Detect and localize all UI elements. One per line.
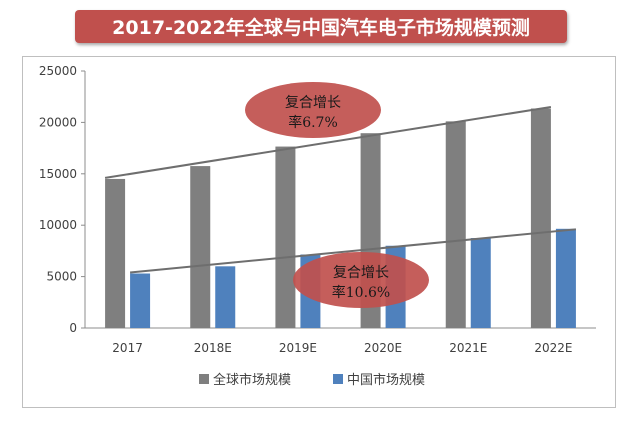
legend-swatch-china (333, 374, 343, 384)
x-tick-label: 2017 (112, 341, 143, 355)
bar-china-2021E (470, 238, 491, 328)
y-tick-label: 0 (69, 321, 77, 335)
bar-china-2018E (215, 266, 236, 328)
legend-label-global: 全球市场规模 (213, 372, 291, 388)
legend-label-china: 中国市场规模 (347, 372, 425, 388)
chart-title: 2017-2022年全球与中国汽车电子市场规模预测 (112, 17, 530, 39)
bar-china-2017 (130, 273, 151, 328)
y-tick-label: 20000 (39, 115, 77, 129)
cagr-label-line2: 率6.7% (288, 114, 338, 131)
y-tick-label: 15000 (39, 167, 77, 181)
legend-swatch-global (199, 374, 209, 384)
x-tick-label: 2020E (364, 341, 402, 355)
trendline-global (104, 105, 552, 179)
x-tick-label: 2021E (449, 341, 487, 355)
y-tick-label: 5000 (46, 270, 77, 284)
bar-global-2018E (190, 166, 211, 328)
trendline-china (129, 228, 577, 274)
y-tick-label: 25000 (39, 64, 77, 78)
y-tick-label: 10000 (39, 218, 77, 232)
cagr-label-line1: 复合增长 (285, 94, 341, 111)
cagr-label-line1: 复合增长 (333, 264, 389, 281)
x-tick-label: 2018E (194, 341, 232, 355)
bar-china-2022E (555, 228, 576, 328)
bar-global-2019E (275, 146, 296, 328)
cagr-label-line2: 率10.6% (332, 284, 390, 301)
x-tick-label: 2019E (279, 341, 317, 355)
bar-global-2017 (105, 178, 126, 328)
bar-global-2021E (445, 121, 466, 328)
chart-title-banner: 2017-2022年全球与中国汽车电子市场规模预测 (75, 10, 567, 43)
bar-global-2022E (530, 108, 551, 328)
x-tick-label: 2022E (534, 341, 572, 355)
cagr-bubble-global (245, 82, 381, 138)
cagr-bubble-china (293, 252, 429, 308)
